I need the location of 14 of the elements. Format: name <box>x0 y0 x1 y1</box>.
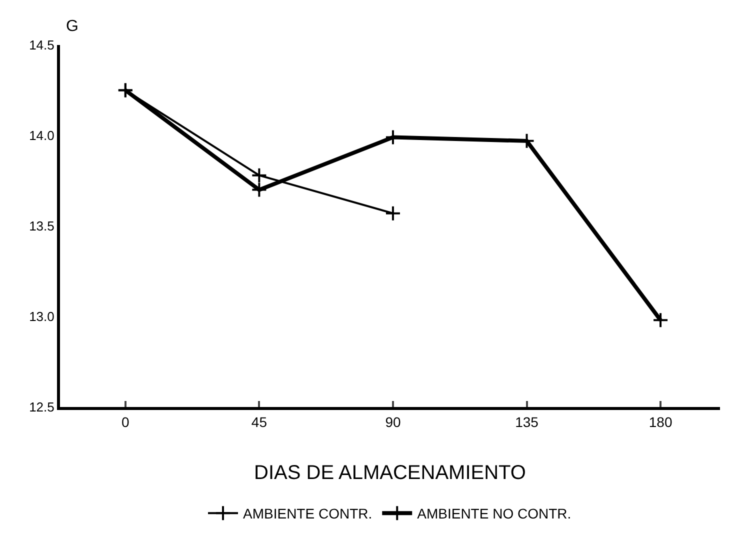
x-tick-label: 45 <box>251 414 268 430</box>
x-axis-title: DIAS DE ALMACENAMIENTO <box>254 462 526 484</box>
x-tick-label: 180 <box>648 414 672 430</box>
x-tick-label: 0 <box>122 414 130 430</box>
y-tick-label: 13.5 <box>29 218 54 234</box>
y-tick-label: 13.0 <box>29 309 54 324</box>
legend-label: AMBIENTE CONTR. <box>243 506 372 522</box>
x-tick-label: 135 <box>515 414 539 430</box>
y-tick-label: 12.5 <box>29 400 54 415</box>
x-tick-label: 90 <box>385 414 401 430</box>
y-tick-label: 14.5 <box>29 38 54 53</box>
legend-label: AMBIENTE NO CONTR. <box>417 506 572 522</box>
y-tick-label: 14.0 <box>29 128 54 144</box>
y-axis-title: G <box>66 18 78 35</box>
